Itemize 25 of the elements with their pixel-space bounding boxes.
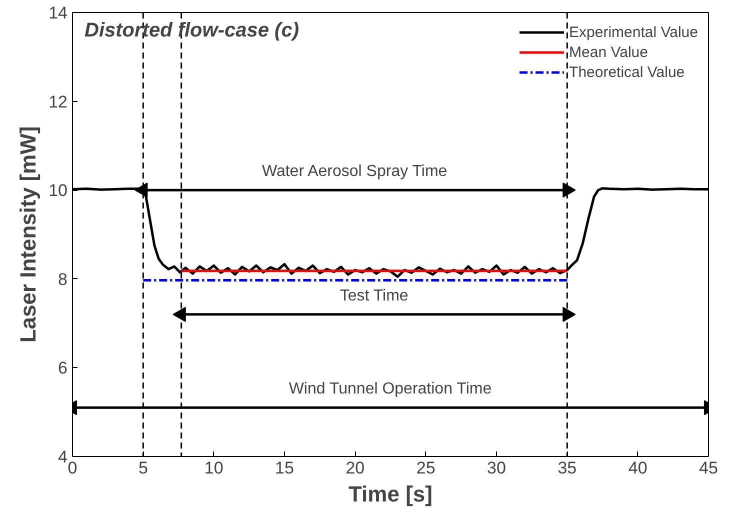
- x-tick-label: 20: [346, 458, 365, 478]
- y-tick-label: 14: [48, 4, 68, 22]
- y-tick-label: 8: [58, 270, 68, 289]
- x-tick-label: 30: [487, 458, 506, 478]
- legend-label: Mean Value: [569, 43, 648, 61]
- series-label: Water Aerosol Spray Time: [262, 163, 448, 180]
- y-axis-title: Laser Intensity [mW]: [16, 126, 41, 343]
- y-tick-label: 12: [48, 92, 68, 112]
- x-tick-label: 15: [275, 458, 294, 478]
- legend-label: Theoretical Value: [569, 63, 685, 81]
- x-tick-label: 5: [138, 458, 148, 478]
- x-tick-label: 10: [204, 458, 224, 478]
- y-tick-label: 10: [48, 181, 68, 200]
- x-axis-title: Time [s]: [348, 482, 432, 506]
- series-label: Test Time: [340, 287, 408, 304]
- chart-title: Distorted flow-case (c): [84, 20, 300, 42]
- x-tick-label: 35: [558, 458, 577, 478]
- series-label: Wind Tunnel Operation Time: [288, 380, 492, 398]
- y-tick-label: 6: [58, 358, 68, 378]
- x-tick-label: 25: [416, 458, 436, 478]
- legend-label: Experimental Value: [569, 23, 698, 41]
- y-tick-label: 4: [58, 448, 68, 466]
- x-tick-label: 0: [68, 458, 78, 478]
- x-tick-label: 40: [628, 458, 648, 478]
- x-tick-label: 45: [699, 458, 718, 478]
